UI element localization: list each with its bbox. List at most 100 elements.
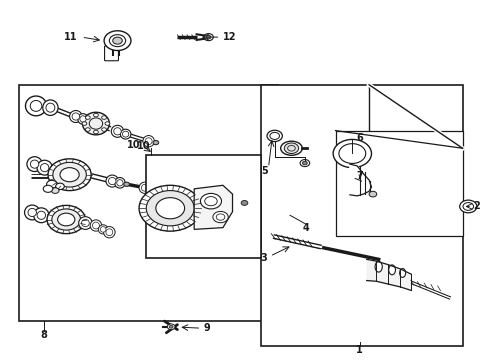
Ellipse shape: [114, 177, 125, 188]
Bar: [335, 131, 462, 237]
Ellipse shape: [117, 180, 123, 186]
Ellipse shape: [58, 213, 75, 226]
Ellipse shape: [106, 229, 113, 235]
Ellipse shape: [28, 208, 36, 216]
Ellipse shape: [399, 269, 405, 277]
Text: 6: 6: [355, 133, 362, 143]
Circle shape: [241, 201, 247, 206]
Ellipse shape: [120, 129, 131, 139]
Ellipse shape: [37, 160, 52, 175]
Ellipse shape: [338, 144, 365, 163]
Ellipse shape: [46, 103, 55, 112]
Ellipse shape: [280, 141, 302, 155]
Ellipse shape: [98, 225, 108, 234]
Circle shape: [302, 161, 306, 165]
Text: 12: 12: [223, 32, 236, 42]
Ellipse shape: [459, 200, 476, 213]
Text: 10: 10: [126, 140, 140, 150]
Ellipse shape: [60, 168, 79, 182]
Ellipse shape: [284, 143, 298, 154]
Text: 2: 2: [472, 202, 479, 211]
Ellipse shape: [111, 125, 123, 137]
Ellipse shape: [100, 227, 106, 232]
Ellipse shape: [104, 31, 131, 50]
Circle shape: [93, 113, 98, 117]
Text: 1: 1: [355, 345, 362, 355]
Ellipse shape: [69, 111, 82, 122]
Ellipse shape: [89, 118, 102, 129]
Ellipse shape: [41, 163, 49, 172]
Circle shape: [153, 140, 159, 145]
Circle shape: [43, 185, 53, 192]
Ellipse shape: [53, 162, 86, 187]
Ellipse shape: [287, 145, 295, 151]
Circle shape: [46, 180, 57, 188]
Circle shape: [105, 122, 110, 125]
Ellipse shape: [25, 96, 46, 116]
Ellipse shape: [332, 139, 371, 168]
Ellipse shape: [139, 182, 150, 193]
Ellipse shape: [156, 198, 184, 219]
Ellipse shape: [109, 35, 125, 47]
Ellipse shape: [269, 132, 279, 139]
Circle shape: [82, 122, 87, 125]
Text: 3: 3: [260, 253, 267, 262]
Ellipse shape: [103, 226, 115, 238]
Circle shape: [203, 33, 213, 41]
Polygon shape: [194, 185, 232, 229]
Ellipse shape: [24, 205, 40, 220]
Ellipse shape: [112, 37, 122, 44]
Ellipse shape: [47, 206, 85, 234]
Ellipse shape: [122, 131, 128, 137]
Ellipse shape: [30, 160, 39, 168]
Ellipse shape: [30, 100, 42, 111]
Ellipse shape: [82, 112, 109, 135]
Ellipse shape: [145, 138, 152, 145]
Ellipse shape: [90, 220, 102, 231]
Ellipse shape: [141, 184, 148, 191]
Ellipse shape: [374, 261, 382, 272]
Text: 4: 4: [302, 222, 308, 233]
Ellipse shape: [212, 211, 228, 223]
Ellipse shape: [78, 114, 88, 124]
Ellipse shape: [114, 128, 121, 135]
Circle shape: [56, 183, 64, 189]
Ellipse shape: [200, 193, 221, 209]
Circle shape: [123, 182, 129, 186]
Ellipse shape: [52, 209, 81, 230]
Bar: [19, 85, 278, 321]
Text: 9: 9: [203, 323, 210, 333]
Ellipse shape: [139, 185, 201, 231]
Text: 7: 7: [355, 171, 362, 181]
Circle shape: [93, 130, 98, 134]
Ellipse shape: [37, 211, 45, 219]
Ellipse shape: [42, 100, 58, 116]
Bar: [146, 155, 261, 258]
Ellipse shape: [92, 222, 99, 229]
Ellipse shape: [142, 136, 154, 147]
Circle shape: [102, 128, 106, 131]
Circle shape: [368, 191, 376, 197]
Ellipse shape: [72, 113, 80, 120]
Ellipse shape: [81, 219, 89, 227]
Circle shape: [169, 325, 173, 328]
Polygon shape: [349, 164, 371, 196]
Circle shape: [167, 324, 175, 330]
Circle shape: [85, 116, 90, 119]
Text: 10: 10: [137, 141, 150, 152]
Text: 11: 11: [64, 32, 78, 42]
Ellipse shape: [462, 203, 472, 210]
Ellipse shape: [48, 159, 91, 190]
Ellipse shape: [108, 177, 116, 185]
Ellipse shape: [106, 175, 118, 187]
Ellipse shape: [34, 208, 49, 223]
FancyBboxPatch shape: [104, 46, 118, 61]
Ellipse shape: [80, 116, 86, 122]
Text: 8: 8: [41, 330, 47, 340]
Ellipse shape: [266, 130, 282, 141]
Ellipse shape: [27, 157, 42, 171]
Ellipse shape: [388, 265, 395, 275]
Ellipse shape: [146, 190, 194, 226]
Ellipse shape: [204, 197, 217, 206]
Circle shape: [206, 35, 210, 39]
